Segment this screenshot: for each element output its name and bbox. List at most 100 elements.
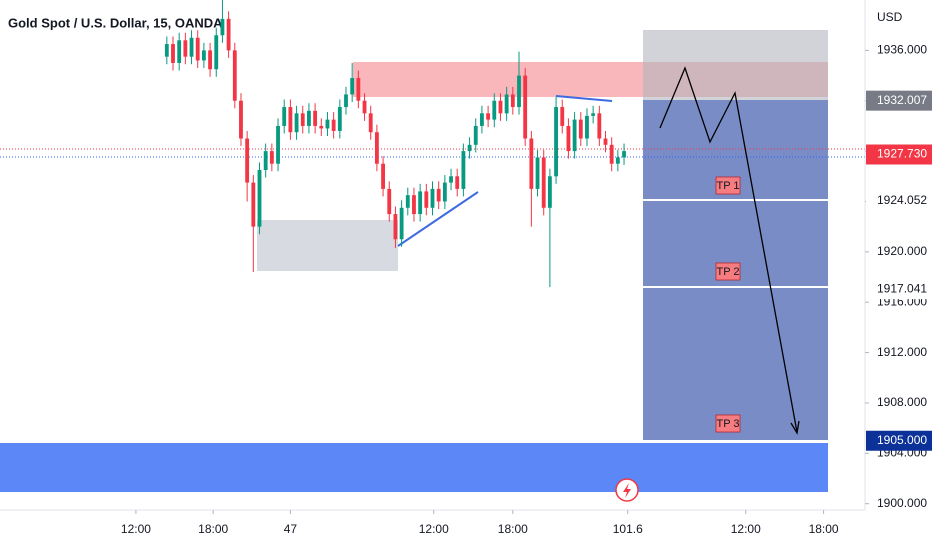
- candle-body: [480, 113, 484, 126]
- candle-body: [603, 138, 608, 145]
- candle-body: [356, 78, 361, 101]
- y-tick-label: 1912.000: [877, 345, 927, 359]
- candle-body: [399, 207, 404, 240]
- candle-body: [615, 157, 620, 164]
- demand-zone: [257, 220, 398, 271]
- candle-body: [597, 113, 602, 139]
- candle-body: [449, 176, 453, 183]
- price-label-box: [866, 279, 932, 300]
- candle-body: [572, 119, 577, 152]
- candle-body: [381, 163, 385, 189]
- price-label: 1905.000: [877, 433, 927, 447]
- candle-body: [412, 195, 416, 215]
- tp-label: TP 1: [716, 180, 739, 192]
- price-label-box: [866, 190, 932, 211]
- lightning: [623, 483, 631, 498]
- candle-body: [171, 44, 175, 63]
- price-label: 1932.007: [877, 93, 927, 107]
- x-tick-label: 12:00: [731, 522, 761, 536]
- candle-body: [195, 37, 200, 61]
- candle-body: [300, 113, 305, 126]
- y-tick-label: 1920.000: [877, 244, 927, 258]
- y-tick-label: 1900.000: [877, 496, 927, 510]
- candle-body: [547, 176, 552, 208]
- drawings: [0, 0, 866, 511]
- candle-body: [591, 113, 596, 116]
- candle-body: [208, 50, 212, 70]
- candle-body: [461, 151, 466, 189]
- price-label: 1924.052: [877, 193, 927, 207]
- candle-body: [436, 188, 441, 202]
- x-tick-label: 18:00: [498, 522, 528, 536]
- candle-body: [529, 138, 534, 189]
- candle-body: [393, 214, 398, 240]
- candle-body: [245, 138, 250, 183]
- x-tick-label: 18:00: [198, 522, 228, 536]
- trend-line: [397, 191, 479, 247]
- x-tick-label: 47: [284, 522, 298, 536]
- tp-badge: [715, 414, 741, 433]
- candle-body: [430, 188, 435, 208]
- candle-body: [276, 125, 280, 164]
- candle-body: [622, 151, 626, 158]
- candle-body: [473, 125, 478, 145]
- candle-body: [517, 75, 521, 108]
- projection-path: [659, 66, 798, 433]
- y-tick-label: 1908.000: [877, 395, 927, 409]
- candle-body: [541, 157, 546, 208]
- candle-body: [251, 182, 256, 227]
- candle-body: [201, 50, 206, 61]
- candle-body: [307, 110, 311, 126]
- candle-body: [269, 151, 274, 164]
- price-label-box: [866, 430, 932, 451]
- candle-body: [418, 191, 423, 215]
- candle-body: [362, 100, 367, 114]
- candle-body: [325, 119, 330, 129]
- tp-badge: [715, 262, 741, 281]
- candle-body: [554, 107, 558, 177]
- candle-body: [578, 119, 583, 139]
- tp-label: TP 2: [716, 266, 739, 278]
- candle-body: [288, 107, 293, 133]
- candle-body: [282, 107, 287, 126]
- candle-body: [239, 100, 243, 139]
- candle-body: [220, 18, 225, 36]
- candle-body: [492, 100, 497, 120]
- candle-body: [214, 35, 219, 70]
- candle-body: [331, 119, 336, 131]
- candle-body: [232, 50, 237, 101]
- candle-body: [566, 125, 571, 152]
- candle-body: [486, 113, 491, 120]
- candle-body: [523, 75, 528, 139]
- candle-body: [350, 78, 355, 95]
- candle-body: [226, 18, 231, 51]
- candle-body: [442, 182, 447, 202]
- y-tick-label: 1936.000: [877, 43, 927, 57]
- stop-zone: [643, 30, 828, 100]
- x-tick-label: 18:00: [809, 522, 839, 536]
- candle-body: [164, 44, 169, 57]
- candle-body: [609, 144, 614, 164]
- candle-body: [424, 191, 429, 208]
- price-label-box: [866, 144, 932, 165]
- candle-body: [455, 176, 460, 189]
- candle-body: [498, 100, 503, 114]
- candle-body: [189, 37, 194, 57]
- candle-body: [510, 94, 515, 108]
- candle-body: [313, 110, 318, 126]
- candle-body: [467, 144, 472, 152]
- x-tick-label: 12:00: [121, 522, 151, 536]
- candle-body: [535, 157, 540, 189]
- price-label: 1927.730: [877, 147, 927, 161]
- price-label-box: [866, 90, 932, 111]
- candle-body: [374, 132, 379, 164]
- price-label: 1917.041: [877, 281, 927, 295]
- candle-body: [560, 107, 565, 126]
- tp-badge: [715, 176, 741, 195]
- candle-body: [368, 113, 373, 133]
- candle-body: [263, 151, 268, 170]
- candle-body: [319, 125, 324, 129]
- candle-body: [294, 113, 299, 133]
